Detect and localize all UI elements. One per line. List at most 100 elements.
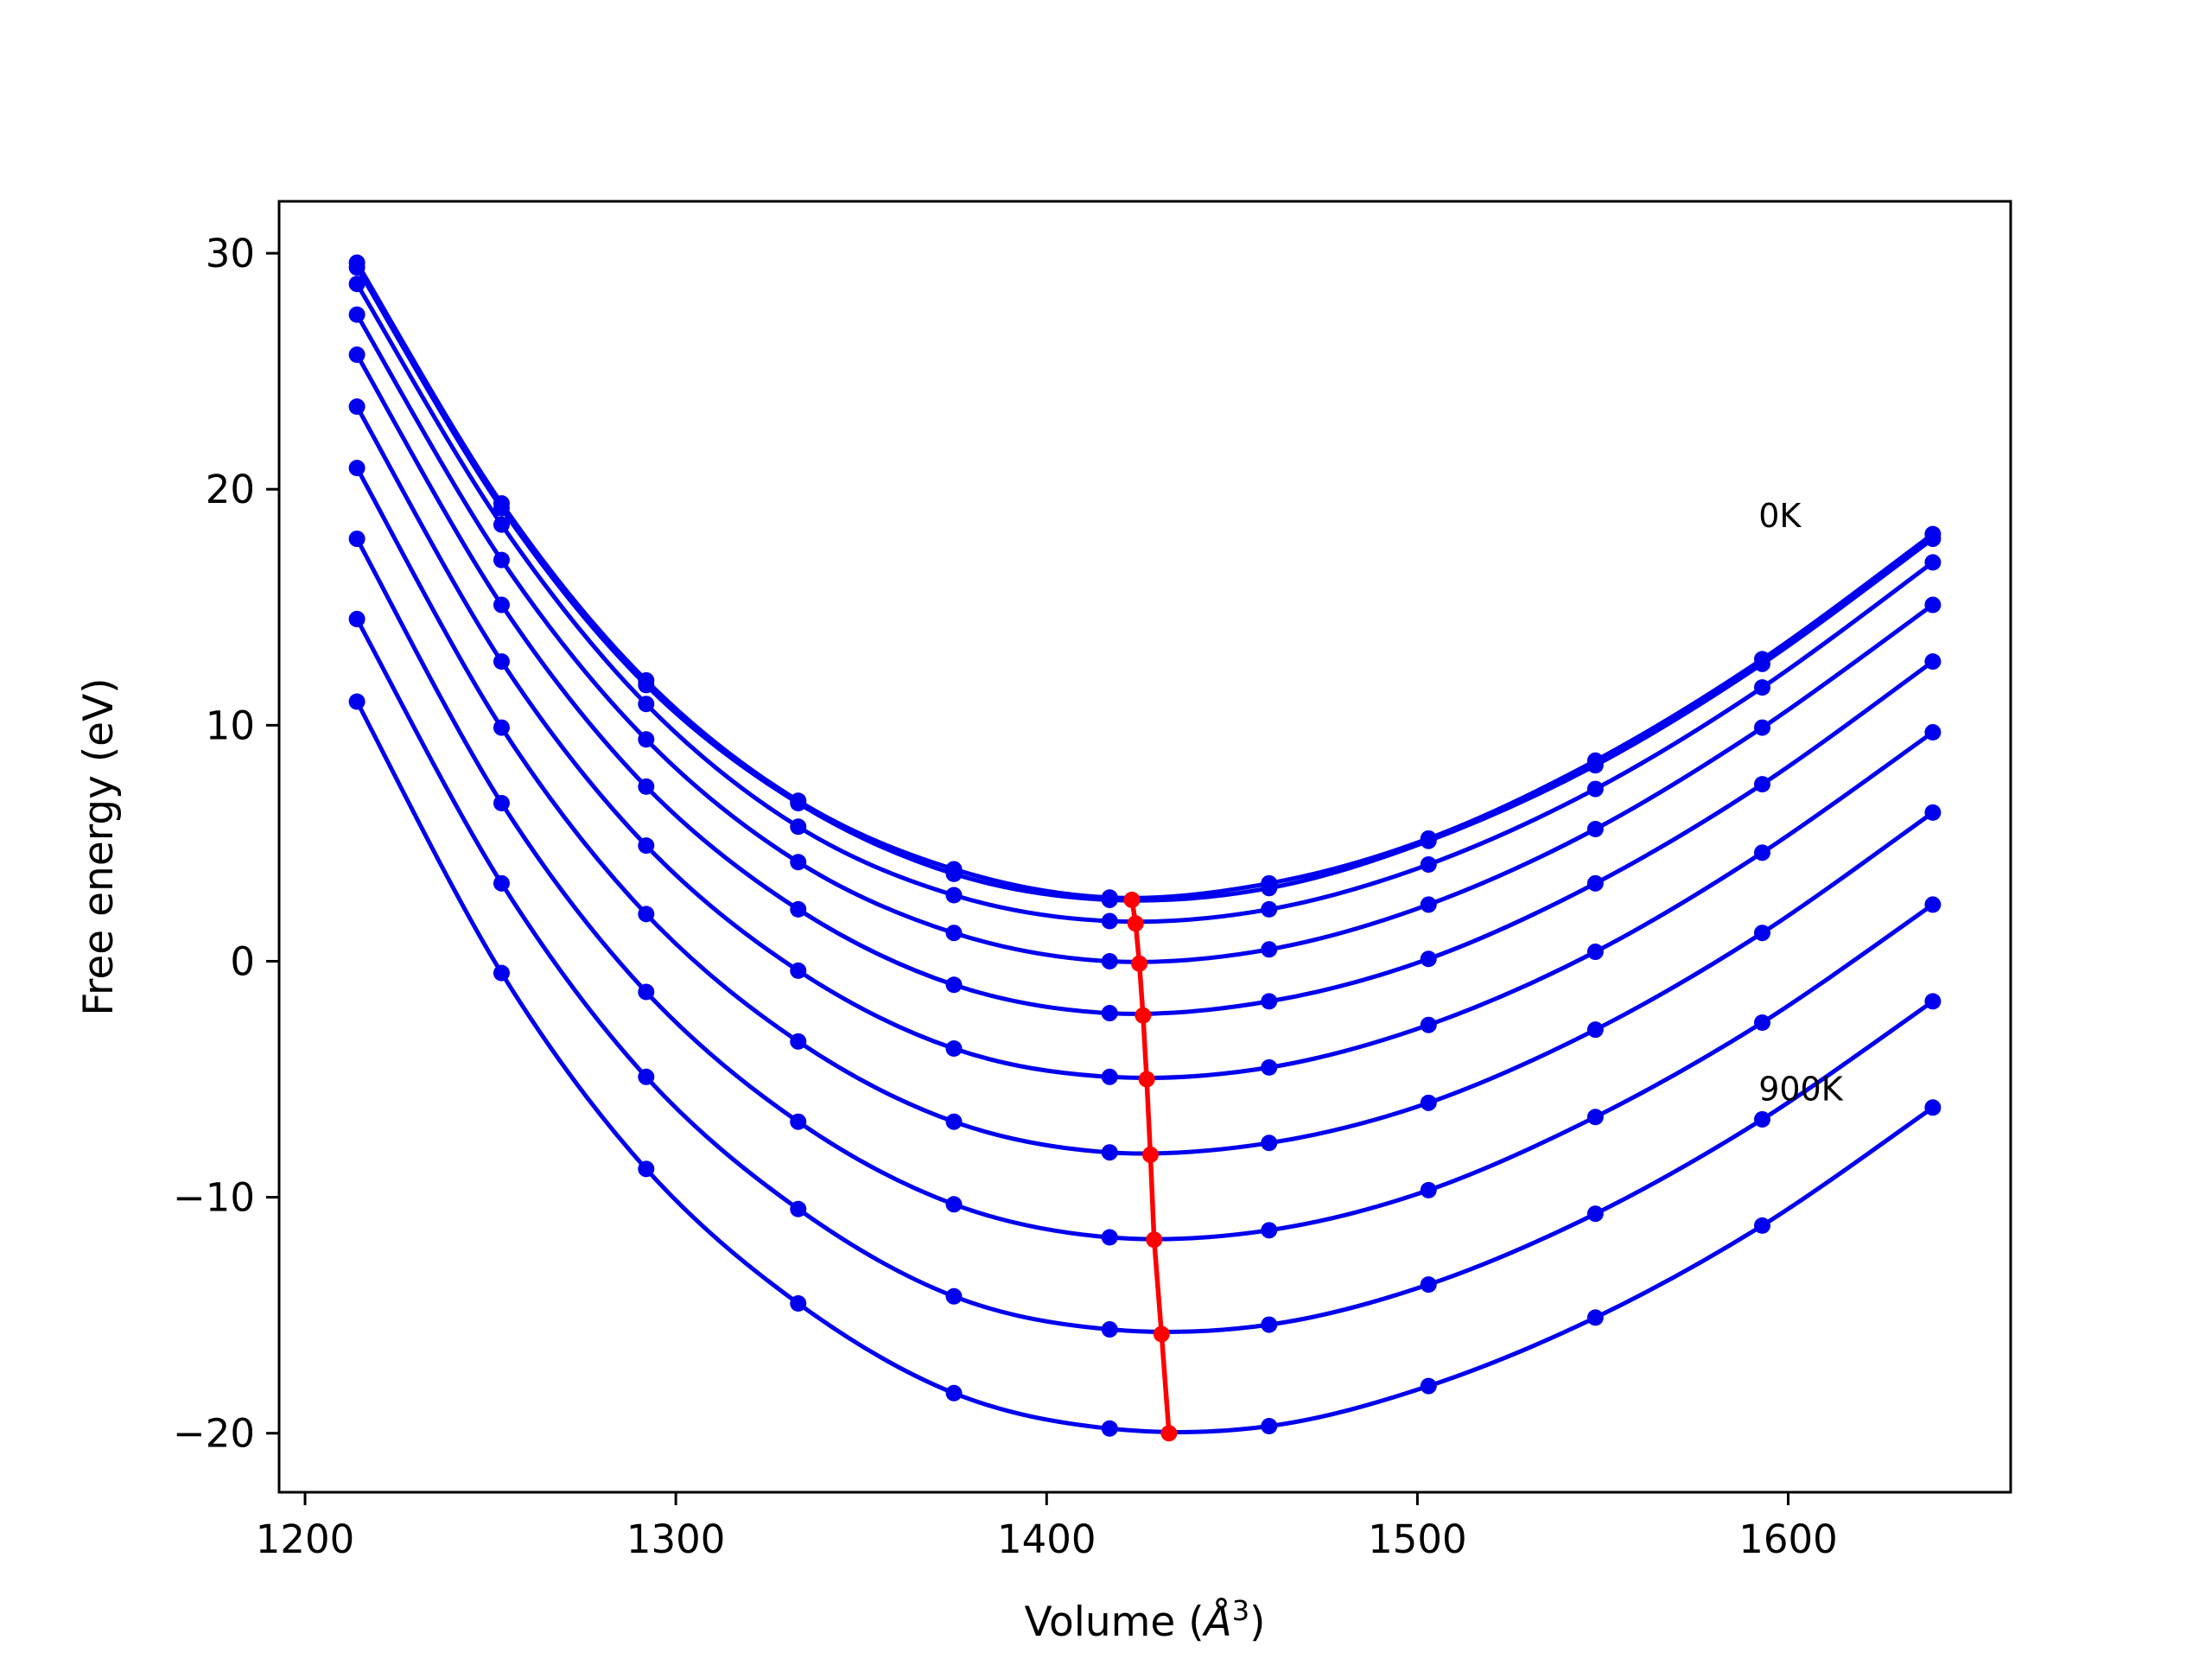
series-9-point-6 <box>1261 1418 1278 1435</box>
series-1-point-7 <box>1420 832 1437 849</box>
series-1-point-5 <box>1101 891 1118 908</box>
series-6-point-3 <box>790 1033 807 1050</box>
series-7-point-8 <box>1586 1109 1604 1126</box>
series-curve-6 <box>354 467 1935 1156</box>
series-7-point-6 <box>1261 1222 1278 1239</box>
series-6-point-2 <box>638 906 655 923</box>
series-7-point-1 <box>493 794 510 811</box>
series-7-point-10 <box>1924 896 1942 913</box>
series-8-point-0 <box>348 610 365 627</box>
x-axis-label-unit: Å <box>1202 1599 1232 1646</box>
x-axis-ticks: 1200 1300 1400 1500 1600 <box>256 1492 1838 1562</box>
series-6-point-1 <box>493 719 510 736</box>
x-axis-label-unit-exponent: 3 <box>1232 1594 1249 1627</box>
series-5-point-6 <box>1261 1058 1278 1076</box>
minima-point-4 <box>1138 1071 1155 1088</box>
series-3-point-10 <box>1924 596 1942 613</box>
series-curve-8 <box>354 618 1935 1334</box>
minima-point-5 <box>1141 1146 1159 1163</box>
x-axis-label: Volume (Å3) <box>1025 1594 1266 1646</box>
series-9-point-3 <box>790 1294 807 1312</box>
series-2-point-1 <box>493 516 510 533</box>
series-8-point-5 <box>1101 1321 1118 1338</box>
minima-point-8 <box>1160 1425 1178 1442</box>
series-5-point-0 <box>348 398 365 416</box>
series-1-point-3 <box>790 794 807 811</box>
series-curve-9 <box>354 700 1935 1434</box>
series-4-point-4 <box>945 976 963 994</box>
series-5-point-5 <box>1101 1068 1118 1085</box>
series-2-point-7 <box>1420 855 1437 873</box>
series-7-point-9 <box>1753 1014 1770 1031</box>
points-layer <box>348 254 1942 1437</box>
minima-layer <box>1123 891 1178 1442</box>
series-4-point-3 <box>790 900 807 918</box>
series-7-point-3 <box>790 1113 807 1130</box>
series-3-point-8 <box>1586 821 1604 838</box>
series-9-point-0 <box>348 693 365 710</box>
series-6-point-0 <box>348 460 365 477</box>
series-6-point-5 <box>1101 1144 1118 1161</box>
series-7-point-0 <box>348 531 365 548</box>
x-tick-label: 1200 <box>256 1516 355 1562</box>
y-tick-label: 20 <box>206 467 255 512</box>
series-1-point-10 <box>1924 531 1942 548</box>
y-tick-label: 0 <box>230 938 255 984</box>
series-6-point-8 <box>1586 1021 1604 1039</box>
series-1-point-9 <box>1753 655 1770 672</box>
series-3-point-7 <box>1420 896 1437 913</box>
series-1-point-1 <box>493 499 510 517</box>
minima-point-3 <box>1135 1007 1152 1024</box>
series-3-point-5 <box>1101 952 1118 969</box>
series-8-point-8 <box>1586 1205 1604 1223</box>
minima-point-1 <box>1127 915 1144 932</box>
series-2-point-0 <box>348 276 365 293</box>
series-curve-2 <box>354 283 1935 925</box>
curves-layer <box>354 261 1935 1434</box>
series-9-point-10 <box>1924 1099 1942 1116</box>
series-5-point-9 <box>1753 844 1770 861</box>
series-5-point-1 <box>493 653 510 671</box>
series-9-point-2 <box>638 1160 655 1178</box>
series-4-point-0 <box>348 346 365 364</box>
series-7-point-2 <box>638 983 655 1001</box>
series-2-point-9 <box>1753 679 1770 696</box>
series-3-point-1 <box>493 551 510 569</box>
minima-point-6 <box>1146 1231 1163 1249</box>
y-tick-label: 10 <box>206 702 255 748</box>
minima-point-7 <box>1153 1325 1170 1343</box>
series-curve-4 <box>354 353 1935 1016</box>
series-3-point-9 <box>1753 719 1770 736</box>
series-9-point-4 <box>945 1384 963 1402</box>
series-8-point-6 <box>1261 1316 1278 1333</box>
series-2-point-2 <box>638 696 655 713</box>
x-tick-label: 1500 <box>1368 1516 1467 1562</box>
series-8-point-3 <box>790 1200 807 1217</box>
series-2-point-3 <box>790 818 807 836</box>
series-4-point-1 <box>493 596 510 613</box>
series-2-point-4 <box>945 887 963 904</box>
series-8-point-2 <box>638 1068 655 1085</box>
series-1-point-6 <box>1261 880 1278 897</box>
y-axis-label: Free energy (eV) <box>75 677 123 1015</box>
series-curve-1 <box>354 266 1935 903</box>
series-1-point-0 <box>348 258 365 276</box>
series-3-point-4 <box>945 925 963 942</box>
series-curve-7 <box>354 537 1935 1242</box>
series-curve-3 <box>354 313 1935 964</box>
series-9-point-5 <box>1101 1420 1118 1437</box>
series-4-point-5 <box>1101 1005 1118 1022</box>
series-5-point-3 <box>790 962 807 979</box>
series-1-point-8 <box>1586 757 1604 774</box>
series-2-point-8 <box>1586 780 1604 798</box>
series-4-point-9 <box>1753 776 1770 793</box>
series-4-point-2 <box>638 778 655 795</box>
series-3-point-2 <box>638 731 655 748</box>
series-9-point-1 <box>493 964 510 982</box>
series-3-point-3 <box>790 854 807 871</box>
series-9-point-9 <box>1753 1217 1770 1234</box>
y-tick-label: −20 <box>173 1411 255 1457</box>
series-5-point-8 <box>1586 944 1604 961</box>
